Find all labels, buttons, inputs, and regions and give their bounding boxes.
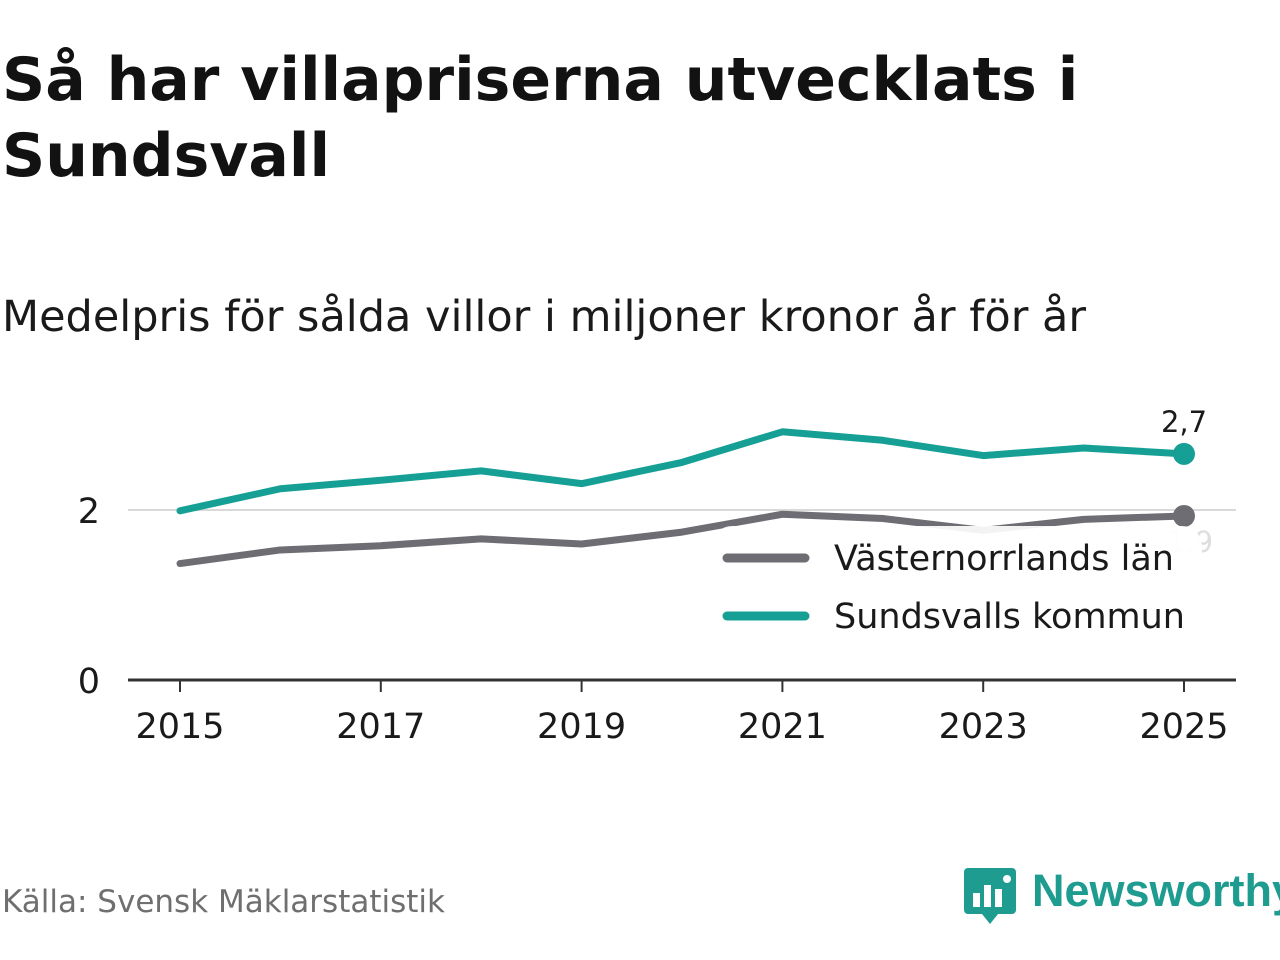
legend-label-lan: Västernorrlands län bbox=[834, 539, 1174, 579]
chart-subtitle: Medelpris för sålda villor i miljoner kr… bbox=[2, 292, 1087, 342]
x-tick-label-2021: 2021 bbox=[738, 707, 827, 747]
source-note: Källa: Svensk Mäklarstatistik bbox=[2, 884, 445, 920]
x-tick-label-2023: 2023 bbox=[939, 707, 1028, 747]
chart-title: Så har villapriserna utvecklats i Sundsv… bbox=[2, 45, 1079, 191]
x-tick-label-2019: 2019 bbox=[537, 707, 626, 747]
y-tick-label-2: 2 bbox=[78, 492, 100, 532]
end-marker-sundsvall bbox=[1173, 442, 1195, 465]
x-tick-label-2025: 2025 bbox=[1139, 707, 1228, 747]
x-tick-label-2017: 2017 bbox=[336, 707, 425, 747]
end-marker-lan bbox=[1173, 504, 1195, 527]
legend-background bbox=[712, 526, 1202, 644]
series-line-sundsvall bbox=[176, 428, 1188, 515]
end-label-sundsvall: 2,7 bbox=[1161, 405, 1207, 439]
brand-name: Newsworthy bbox=[1032, 865, 1280, 916]
brand: Newsworthy bbox=[964, 866, 1280, 928]
legend-label-sundsvall: Sundsvalls kommun bbox=[834, 597, 1185, 637]
newsworthy-logo-icon bbox=[964, 868, 1016, 924]
x-tick-label-2015: 2015 bbox=[135, 707, 224, 747]
y-tick-label-0: 0 bbox=[78, 662, 100, 702]
